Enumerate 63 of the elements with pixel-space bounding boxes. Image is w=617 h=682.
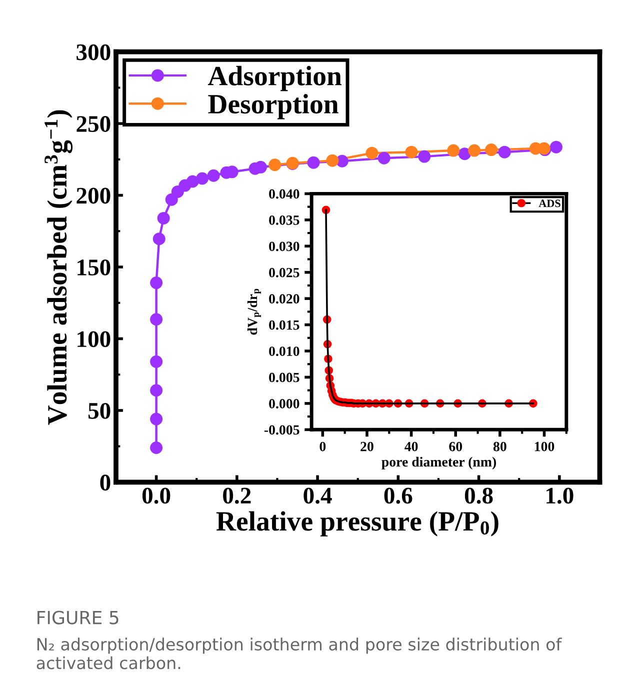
point (485, 144, 498, 156)
point (207, 169, 220, 182)
point (458, 148, 471, 160)
y-tick-label: 0 (100, 474, 110, 491)
x-axis-title: pore diameter (nm) (382, 456, 496, 470)
x-tick-label: 80 (493, 442, 506, 452)
point (165, 193, 178, 206)
legend-label: Desorption (208, 94, 338, 120)
point (152, 232, 166, 246)
y-tick-label: 0.010 (269, 346, 300, 356)
y-tick-label: 300 (76, 44, 110, 60)
point (186, 175, 199, 188)
caption: FIGURE 5 (38, 610, 118, 624)
x-tick-label: 20 (360, 442, 374, 452)
y-tick-label: 0.020 (269, 294, 300, 304)
point (326, 154, 339, 167)
y-tick-label: 0.000 (269, 399, 300, 408)
point (150, 276, 163, 290)
point (150, 313, 163, 326)
y-tick-label: 150 (78, 259, 110, 276)
y-axis-title: Volume adsorbed (cm$^{3}$g$^{−1}$) (44, 110, 73, 425)
y-tick-label: 0.035 (269, 215, 300, 225)
text: N₂ adsorption/desorption isotherm and pore size distribution of activated carbon. (36, 638, 562, 670)
point (468, 144, 481, 157)
y-tick-label: 0.040 (269, 189, 300, 199)
x-axis-title: Relative pressure (P/P$_{0}$) (216, 511, 498, 536)
x-tick-label: 100 (534, 442, 554, 452)
y-tick-label: 0.005 (269, 372, 300, 382)
point (498, 146, 511, 158)
point (366, 146, 378, 160)
y-tick-label: 0.030 (269, 242, 300, 252)
x-tick-label: 0.4 (304, 488, 332, 504)
point (447, 144, 460, 157)
point (157, 212, 170, 224)
point (405, 146, 418, 158)
x-tick-label: 0.2 (223, 488, 251, 504)
x-tick-label: 0.8 (464, 488, 493, 504)
legend-label: Adsorption (208, 66, 342, 92)
point (418, 150, 431, 163)
point (150, 412, 163, 426)
x-tick-label: 0.0 (142, 488, 170, 504)
x-tick-label: 1.0 (546, 488, 574, 504)
y-tick-label: 250 (76, 116, 110, 132)
x-tick-label: 0.6 (384, 488, 412, 504)
point (378, 152, 390, 164)
y-tick-label: 0.015 (269, 320, 300, 330)
point (150, 384, 163, 397)
point (550, 140, 562, 154)
y-tick-label: -0.005 (264, 425, 300, 435)
x-tick-label: 0 (320, 442, 326, 452)
point (196, 172, 209, 185)
point (268, 158, 282, 172)
point (307, 156, 320, 169)
y-tick-label: 100 (78, 331, 110, 348)
point (150, 441, 163, 454)
y-axis-title: dV$_{p}$/dr$_{p}$ (247, 288, 261, 335)
x-tick-label: 60 (449, 442, 462, 452)
legend-label: ADS (538, 200, 560, 208)
x-tick-label: 40 (404, 442, 418, 452)
y-tick-label: 50 (88, 402, 110, 419)
y-tick-label: 200 (76, 188, 110, 204)
y-tick-label: 0.025 (269, 268, 300, 278)
point (150, 355, 163, 368)
